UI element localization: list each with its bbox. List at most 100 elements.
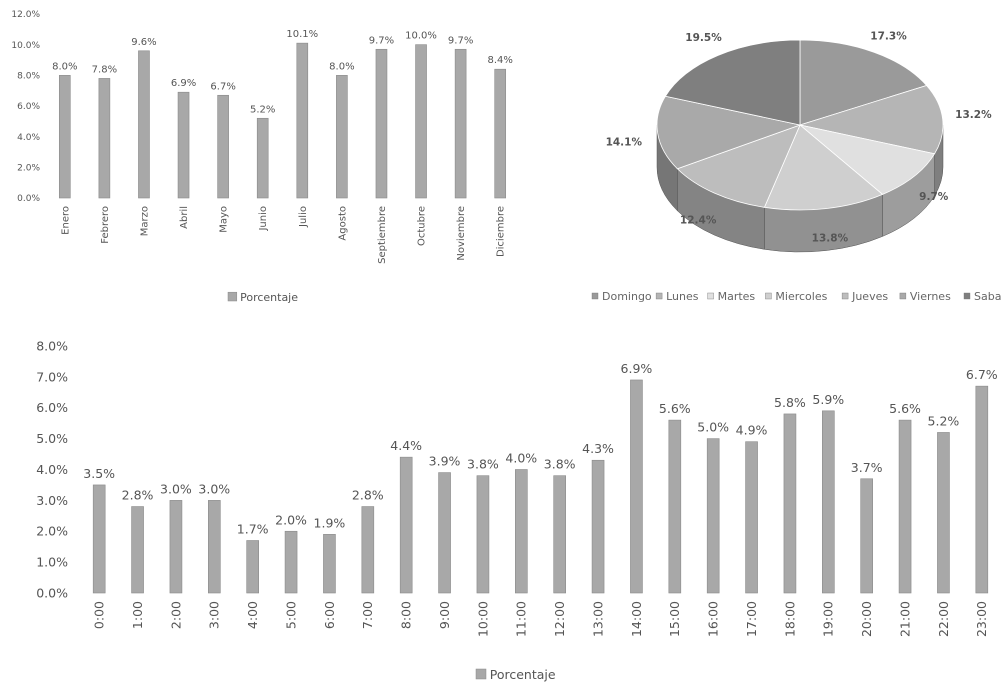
- category-label: Octubre: [417, 206, 428, 246]
- pie-data-label: 9.7%: [919, 191, 949, 203]
- category-label: Septiembre: [377, 206, 388, 264]
- category-label: Abril: [179, 206, 190, 229]
- data-label: 3.8%: [467, 457, 499, 472]
- bar: [515, 469, 528, 594]
- category-label: 0:00: [92, 601, 107, 629]
- bar: [361, 506, 375, 594]
- y-tick-label: 8.0%: [17, 71, 40, 81]
- category-label: Febrero: [100, 206, 111, 244]
- pie-data-label: 13.8%: [812, 232, 849, 244]
- data-label: 7.8%: [92, 64, 117, 75]
- data-label: 10.1%: [286, 29, 318, 40]
- category-label: 13:00: [590, 601, 605, 637]
- legend-label: Porcentaje: [240, 291, 298, 304]
- y-tick-label: 4.0%: [36, 462, 68, 477]
- data-label: 8.4%: [488, 55, 513, 66]
- category-label: Enero: [60, 206, 71, 235]
- monthly-chart: 0.0% 2.0% 4.0% 6.0% 8.0% 10.0% 12.0% 8.0% Enero 7…: [0, 0, 540, 310]
- data-label: 9.7%: [448, 35, 473, 46]
- category-label: 1:00: [130, 601, 145, 629]
- y-tick-label: 7.0%: [36, 369, 68, 384]
- bar: [323, 534, 336, 594]
- legend-swatch: [475, 668, 487, 680]
- hourly-chart-svg: 0.0% 1.0% 2.0% 3.0% 4.0% 5.0% 6.0% 7.0% 8.0% 3.5%…: [36, 338, 998, 682]
- legend-label: Porcentaje: [490, 667, 556, 682]
- hourly-chart: 0.0% 1.0% 2.0% 3.0% 4.0% 5.0% 6.0% 7.0% 8.0% 3.5%…: [0, 330, 1001, 682]
- data-label: 4.4%: [390, 438, 422, 453]
- y-tick-label: 6.0%: [17, 102, 40, 112]
- bar: [454, 48, 467, 199]
- category-label: 17:00: [744, 601, 759, 637]
- legend-swatch: [899, 292, 907, 300]
- monthly-chart-svg: 0.0% 2.0% 4.0% 6.0% 8.0% 10.0% 12.0% 8.0% Enero 7…: [11, 10, 513, 304]
- bar: [415, 44, 427, 199]
- category-label: 20:00: [859, 601, 874, 637]
- data-label: 5.2%: [928, 413, 960, 428]
- pie-slice: [798, 85, 944, 155]
- y-tick-label: 0.0%: [17, 194, 40, 204]
- category-label: 14:00: [629, 601, 644, 637]
- data-label: 3.0%: [160, 481, 192, 496]
- data-label: 3.9%: [429, 454, 461, 469]
- bar: [591, 459, 605, 594]
- data-label: 5.2%: [250, 104, 275, 115]
- category-label: 22:00: [936, 601, 951, 637]
- y-tick-label: 0.0%: [36, 585, 68, 600]
- pie-slice: [799, 39, 928, 126]
- data-label: 5.0%: [697, 420, 729, 435]
- category-label: 11:00: [514, 601, 529, 637]
- data-label: 6.9%: [621, 361, 653, 376]
- bar: [284, 530, 298, 594]
- y-tick-label: 4.0%: [17, 133, 40, 143]
- legend-label: Miercoles: [775, 290, 827, 303]
- bar: [375, 48, 388, 199]
- data-label: 3.7%: [851, 460, 883, 475]
- pie-slice: [664, 39, 801, 126]
- legend-swatch: [765, 292, 772, 300]
- y-tick-label: 3.0%: [36, 493, 68, 508]
- legend-swatch: [963, 292, 971, 300]
- data-label: 10.0%: [405, 31, 437, 42]
- data-label: 2.0%: [275, 512, 307, 527]
- y-tick-label: 10.0%: [11, 41, 40, 51]
- data-label: 9.6%: [131, 37, 156, 48]
- data-label: 3.0%: [198, 481, 230, 496]
- bar: [630, 379, 643, 594]
- y-tick-label: 6.0%: [36, 400, 68, 415]
- data-label: 3.8%: [544, 457, 576, 472]
- bar: [256, 117, 269, 199]
- category-label: Junio: [258, 206, 269, 232]
- bar: [246, 540, 259, 594]
- category-label: Julio: [298, 206, 309, 228]
- pie-slice: [676, 124, 801, 208]
- data-label: 5.6%: [889, 401, 921, 416]
- data-label: 2.8%: [352, 488, 384, 503]
- legend-label: Jueves: [851, 290, 888, 303]
- bar: [208, 500, 221, 594]
- y-tick-label: 12.0%: [11, 10, 40, 20]
- y-tick-label: 2.0%: [36, 524, 68, 539]
- category-label: 2:00: [168, 601, 183, 629]
- category-label: 9:00: [437, 601, 452, 629]
- category-label: 7:00: [360, 601, 375, 629]
- category-label: 16:00: [706, 601, 721, 637]
- category-label: 6:00: [322, 601, 337, 629]
- data-label: 5.8%: [774, 395, 806, 410]
- bar: [937, 432, 950, 594]
- category-label: Marzo: [139, 206, 150, 236]
- data-label: 2.8%: [122, 488, 154, 503]
- category-label: 19:00: [821, 601, 836, 637]
- data-label: 4.3%: [582, 441, 614, 456]
- bar: [860, 478, 873, 594]
- legend-swatch: [655, 292, 663, 300]
- bar: [822, 410, 835, 594]
- y-tick-label: 2.0%: [17, 163, 40, 173]
- bar: [745, 441, 758, 594]
- legend-label: Sabado: [974, 290, 1001, 303]
- bar: [438, 472, 451, 594]
- data-label: 8.0%: [52, 61, 77, 72]
- pie-data-label: 14.1%: [606, 137, 643, 149]
- legend-swatch: [707, 292, 714, 300]
- legend-label: Lunes: [666, 290, 699, 303]
- legend-label: Domingo: [602, 290, 652, 303]
